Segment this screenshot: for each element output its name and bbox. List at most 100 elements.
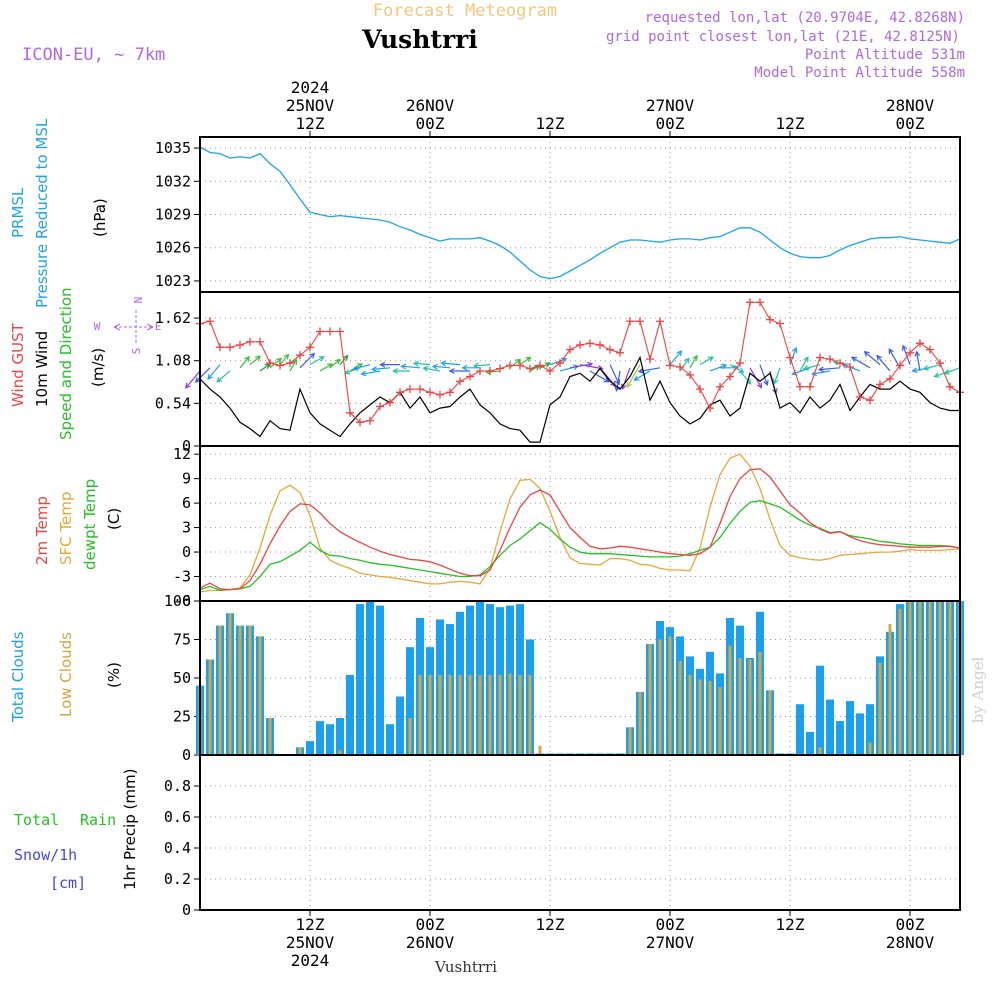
- gust-marker-12: [316, 327, 324, 336]
- wind-arrowhead-34: [544, 362, 551, 368]
- wind-arrowhead-60: [803, 356, 809, 363]
- bottom-time-label-3-0: 00Z: [656, 915, 685, 934]
- wind-arrow-32: [519, 356, 531, 366]
- wind-arrow-7: [269, 358, 282, 369]
- low-clouds-bar-25: [448, 674, 452, 755]
- total-clouds-bar-60: [796, 704, 804, 755]
- wind-arrowhead-55: [756, 382, 763, 389]
- wind-arrowhead-48: [684, 357, 690, 364]
- wind-arrow-34: [539, 362, 550, 369]
- gust-marker-66: [856, 393, 864, 402]
- low-clouds-label: Low Clouds: [57, 632, 75, 717]
- temperature-ytick-label-0: -6: [173, 592, 191, 610]
- cloud-labels: Total Clouds Low Clouds (%): [9, 631, 123, 723]
- pressure-ytick-label-4: 1035: [155, 139, 191, 157]
- top-time-label-0-1: 25NOV: [286, 96, 335, 115]
- gust-marker-54: [736, 359, 744, 368]
- wind-arrow-26: [441, 362, 461, 366]
- wind-arrow-54: [739, 370, 752, 385]
- wind-arrowhead-22: [400, 363, 407, 370]
- bottom-time-label-0-0: 12Z: [296, 915, 325, 934]
- compass-south: S: [130, 348, 143, 355]
- gust-marker-39: [586, 339, 594, 348]
- total-clouds-bar-20: [396, 696, 404, 755]
- wind-10m-label: 10m Wind: [33, 331, 51, 407]
- gust-marker-45: [646, 355, 654, 364]
- low-clouds-bar-14: [338, 750, 342, 755]
- wind-arrow-41: [609, 364, 620, 385]
- wind-arrowhead-75: [933, 372, 940, 378]
- wind-arrowhead-47: [676, 350, 683, 357]
- low-clouds-bar-33: [528, 674, 532, 755]
- top-time-label-1-1: 00Z: [416, 114, 445, 133]
- wind-arrow-44: [626, 364, 641, 388]
- temperature-panel: -6 -3 0 3 6 9 12: [173, 445, 961, 610]
- gust-marker-16: [356, 418, 364, 427]
- low-clouds-bar-73: [928, 601, 932, 755]
- wind-arrow-39: [589, 370, 609, 383]
- low-clouds-bar-27: [468, 674, 472, 755]
- low-clouds-bar-26: [458, 674, 462, 755]
- temperature-ytick-label-5: 9: [182, 470, 191, 488]
- pressure-unit-label: (hPa): [91, 198, 109, 237]
- gust-marker-15: [346, 408, 354, 417]
- wind-arrowhead-43: [621, 383, 627, 390]
- gust-marker-18: [376, 402, 384, 411]
- precip-rain-label: Rain: [80, 811, 116, 829]
- wind-arrowhead-31: [514, 358, 521, 365]
- wind-arrowhead-28: [461, 364, 468, 371]
- wind-arrow-69: [876, 355, 891, 372]
- gust-marker-5: [246, 337, 254, 346]
- gust-marker-23: [426, 388, 434, 397]
- total-clouds-bar-12: [316, 721, 324, 755]
- gust-marker-58: [776, 319, 784, 328]
- wind-arrow-48: [679, 358, 690, 372]
- top-time-label-5-1: 00Z: [896, 114, 925, 133]
- wind-arrow-12: [319, 363, 333, 372]
- wind-arrowhead-8: [283, 353, 290, 360]
- wind-arrowhead-69: [876, 354, 882, 361]
- compass-east: E: [155, 320, 162, 333]
- gust-marker-3: [226, 343, 234, 352]
- low-clouds-bar-4: [238, 625, 242, 755]
- wind-arrow-64: [819, 367, 841, 371]
- gust-marker-75: [946, 382, 954, 391]
- gust-marker-53: [726, 372, 734, 381]
- gust-marker-74: [936, 359, 944, 368]
- temperature-ytick-label-6: 12: [173, 445, 191, 463]
- bottom-time-label-0-2: 2024: [291, 951, 330, 970]
- total-clouds-bar-62: [816, 665, 824, 755]
- wind-arrow-47: [669, 350, 682, 366]
- low-clouds-bar-43: [628, 727, 632, 755]
- gust-marker-69: [886, 374, 894, 383]
- low-clouds-bar-34: [538, 745, 542, 755]
- total-clouds-bar-15: [346, 674, 354, 755]
- gust-marker-25: [446, 388, 454, 397]
- wind-ytick-label-1: 0.54: [155, 394, 191, 412]
- total-clouds-bar-19: [386, 724, 394, 755]
- wind-arrowhead-58: [772, 378, 779, 385]
- gust-marker-63: [826, 355, 834, 364]
- wind-arrowhead-27: [448, 368, 455, 374]
- total-clouds-bar-65: [846, 701, 854, 755]
- temp2m-series-line: [199, 468, 961, 591]
- wind-arrow-19: [372, 367, 391, 370]
- wind-ytick-label-2: 1.08: [155, 352, 191, 370]
- wind-arrow-60: [799, 356, 809, 372]
- wind-arrow-5: [249, 355, 261, 366]
- clouds-ytick-label-1: 25: [173, 708, 191, 726]
- gust-marker-42: [616, 348, 624, 357]
- low-clouds-bar-21: [408, 718, 412, 755]
- bottom-time-label-3-1: 27NOV: [646, 933, 695, 952]
- bottom-time-label-2-0: 12Z: [536, 915, 565, 934]
- gust-marker-17: [366, 416, 374, 425]
- temperature-ytick-label-1: -3: [173, 568, 191, 586]
- compass-rose-icon: N S E W: [94, 297, 162, 355]
- wind-arrowhead-53: [738, 367, 745, 373]
- total-clouds-bar-17: [366, 601, 374, 755]
- wind-panel: 0 0.54 1.08 1.62: [155, 291, 964, 455]
- total-clouds-bar-18: [376, 605, 384, 755]
- total-clouds-bar-66: [856, 713, 864, 755]
- low-clouds-bar-47: [668, 636, 672, 755]
- gust-marker-28: [476, 366, 484, 375]
